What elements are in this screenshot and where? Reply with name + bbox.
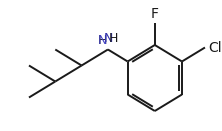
Text: F: F [151,7,159,21]
Text: N: N [98,34,107,47]
Text: Cl: Cl [208,40,222,54]
Text: H: H [98,34,107,47]
Text: N: N [104,32,114,45]
Text: H: H [109,32,118,45]
